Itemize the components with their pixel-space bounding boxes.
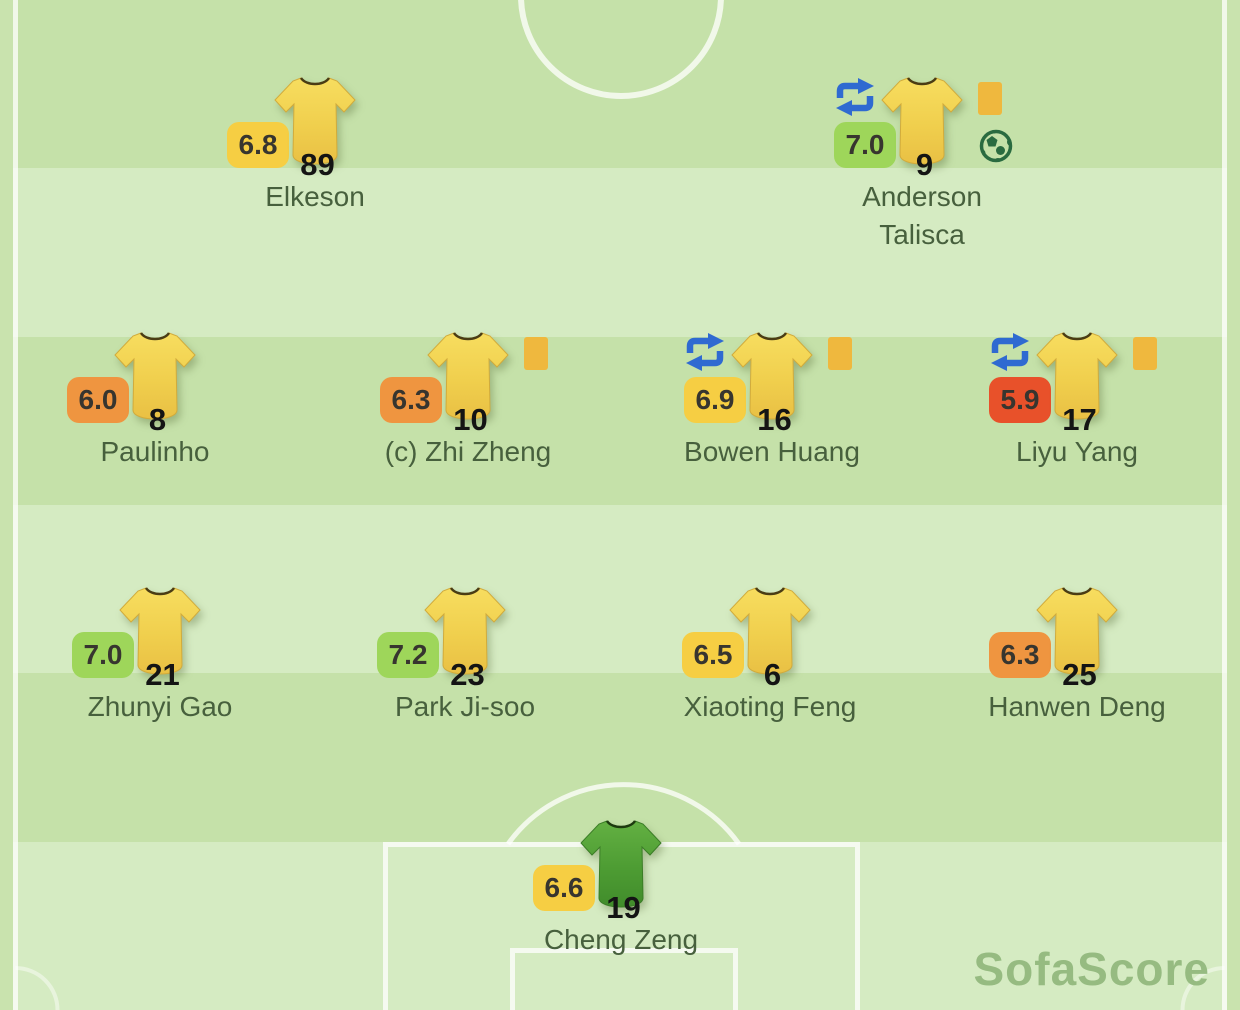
jersey-icon (728, 583, 812, 678)
yellow-card-icon (524, 337, 548, 370)
player-name: (c) Zhi Zheng (384, 436, 552, 467)
player-name: Anderson Talisca (862, 181, 982, 250)
jersey-icon (273, 73, 357, 168)
rating-badge: 6.9 (684, 377, 746, 423)
jersey-icon (730, 328, 814, 423)
sofascore-watermark: SofaScore (973, 943, 1210, 995)
player-name: Liyu Yang (1016, 436, 1138, 467)
yellow-card-icon (978, 82, 1002, 115)
rating-badge: 7.0 (72, 632, 134, 678)
yellow-card-icon (1133, 337, 1157, 370)
jersey-icon (426, 328, 510, 423)
jersey-number: 17 (1062, 402, 1097, 437)
jersey-icon (113, 328, 197, 423)
jersey-number: 8 (148, 402, 167, 437)
jersey-number: 6 (763, 657, 782, 692)
player-name: Elkeson (265, 181, 365, 212)
player-name: Xiaoting Feng (683, 691, 857, 722)
jersey-number: 23 (450, 657, 485, 692)
rating-badge: 6.8 (227, 122, 289, 168)
jersey-number: 19 (606, 890, 641, 925)
jersey-icon (579, 816, 663, 911)
jersey-icon (1035, 583, 1119, 678)
yellow-card-icon (828, 337, 852, 370)
jersey-number: 21 (145, 657, 180, 692)
rating-badge: 6.0 (67, 377, 129, 423)
rating-badge: 5.9 (989, 377, 1051, 423)
player-name: Park Ji-soo (394, 691, 536, 722)
jersey-number: 9 (915, 147, 934, 182)
jersey-icon (1035, 328, 1119, 423)
player-name: Zhunyi Gao (87, 691, 233, 722)
player-name: Paulinho (100, 436, 210, 467)
player-name: Hanwen Deng (988, 691, 1166, 722)
rating-badge: 6.6 (533, 865, 595, 911)
jersey-number: 10 (453, 402, 488, 437)
substitution-icon (684, 332, 726, 372)
substitution-icon (989, 332, 1031, 372)
rating-badge: 7.2 (377, 632, 439, 678)
jersey-number: 25 (1062, 657, 1097, 692)
jersey-icon (880, 73, 964, 168)
jersey-icon (423, 583, 507, 678)
player-name: Bowen Huang (684, 436, 860, 467)
jersey-icon (118, 583, 202, 678)
goal-icon (978, 128, 1014, 164)
rating-badge: 6.5 (682, 632, 744, 678)
rating-badge: 7.0 (834, 122, 896, 168)
player-name: Cheng Zeng (543, 924, 699, 955)
jersey-number: 16 (757, 402, 792, 437)
jersey-number: 89 (300, 147, 335, 182)
substitution-icon (834, 77, 876, 117)
rating-badge: 6.3 (380, 377, 442, 423)
rating-badge: 6.3 (989, 632, 1051, 678)
